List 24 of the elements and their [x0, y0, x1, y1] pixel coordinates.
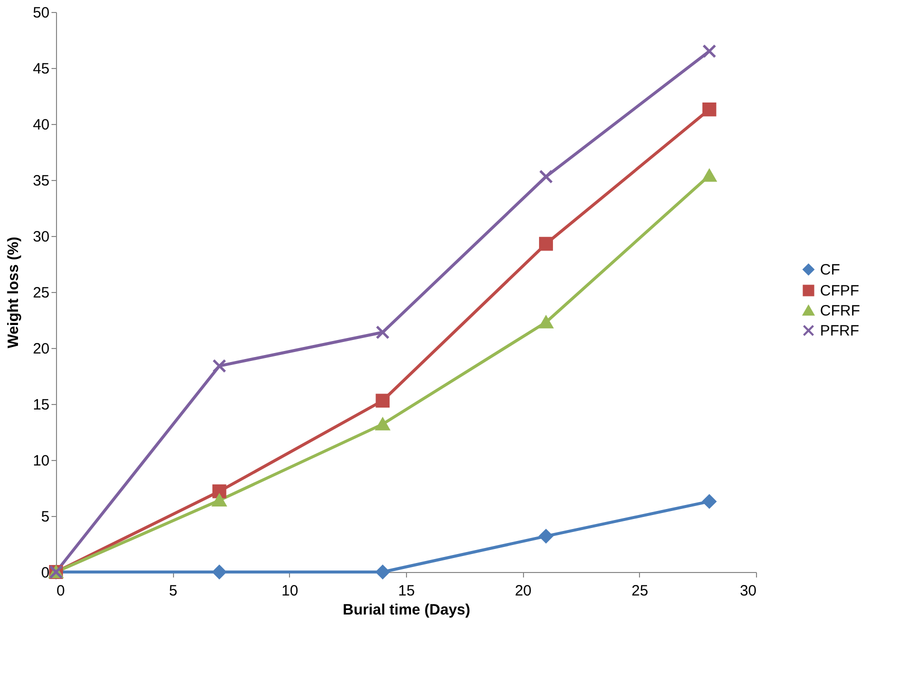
x-tick-label: 20 — [514, 582, 532, 600]
y-tick-label: 10 — [32, 452, 50, 470]
y-tick-label: 35 — [32, 172, 50, 190]
y-tick-label: 15 — [32, 396, 50, 414]
x-tick-label: 0 — [56, 582, 65, 600]
y-tick-label: 0 — [41, 564, 50, 582]
y-tick-label: 5 — [41, 508, 50, 526]
y-tick-label: 40 — [32, 116, 50, 134]
legend-label: CFRF — [820, 302, 860, 320]
x-tick-label: 5 — [168, 582, 178, 600]
x-tick-label: 15 — [398, 582, 415, 600]
y-axis-title: Weight loss (%) — [4, 236, 22, 348]
x-tick-label: 30 — [740, 582, 756, 600]
x-tick-label: 10 — [281, 582, 298, 600]
y-tick-label: 25 — [32, 284, 50, 302]
legend-label: PFRF — [820, 322, 860, 340]
y-tick-label: 45 — [32, 60, 50, 78]
x-tick-label: 25 — [631, 582, 648, 600]
x-axis-title: Burial time (Days) — [342, 602, 470, 618]
y-tick-label: 50 — [32, 4, 50, 22]
legend-label: CFPF — [820, 282, 860, 300]
y-tick-label: 20 — [32, 340, 50, 358]
legend-label: CF — [820, 262, 840, 278]
y-tick-label: 30 — [32, 228, 50, 246]
